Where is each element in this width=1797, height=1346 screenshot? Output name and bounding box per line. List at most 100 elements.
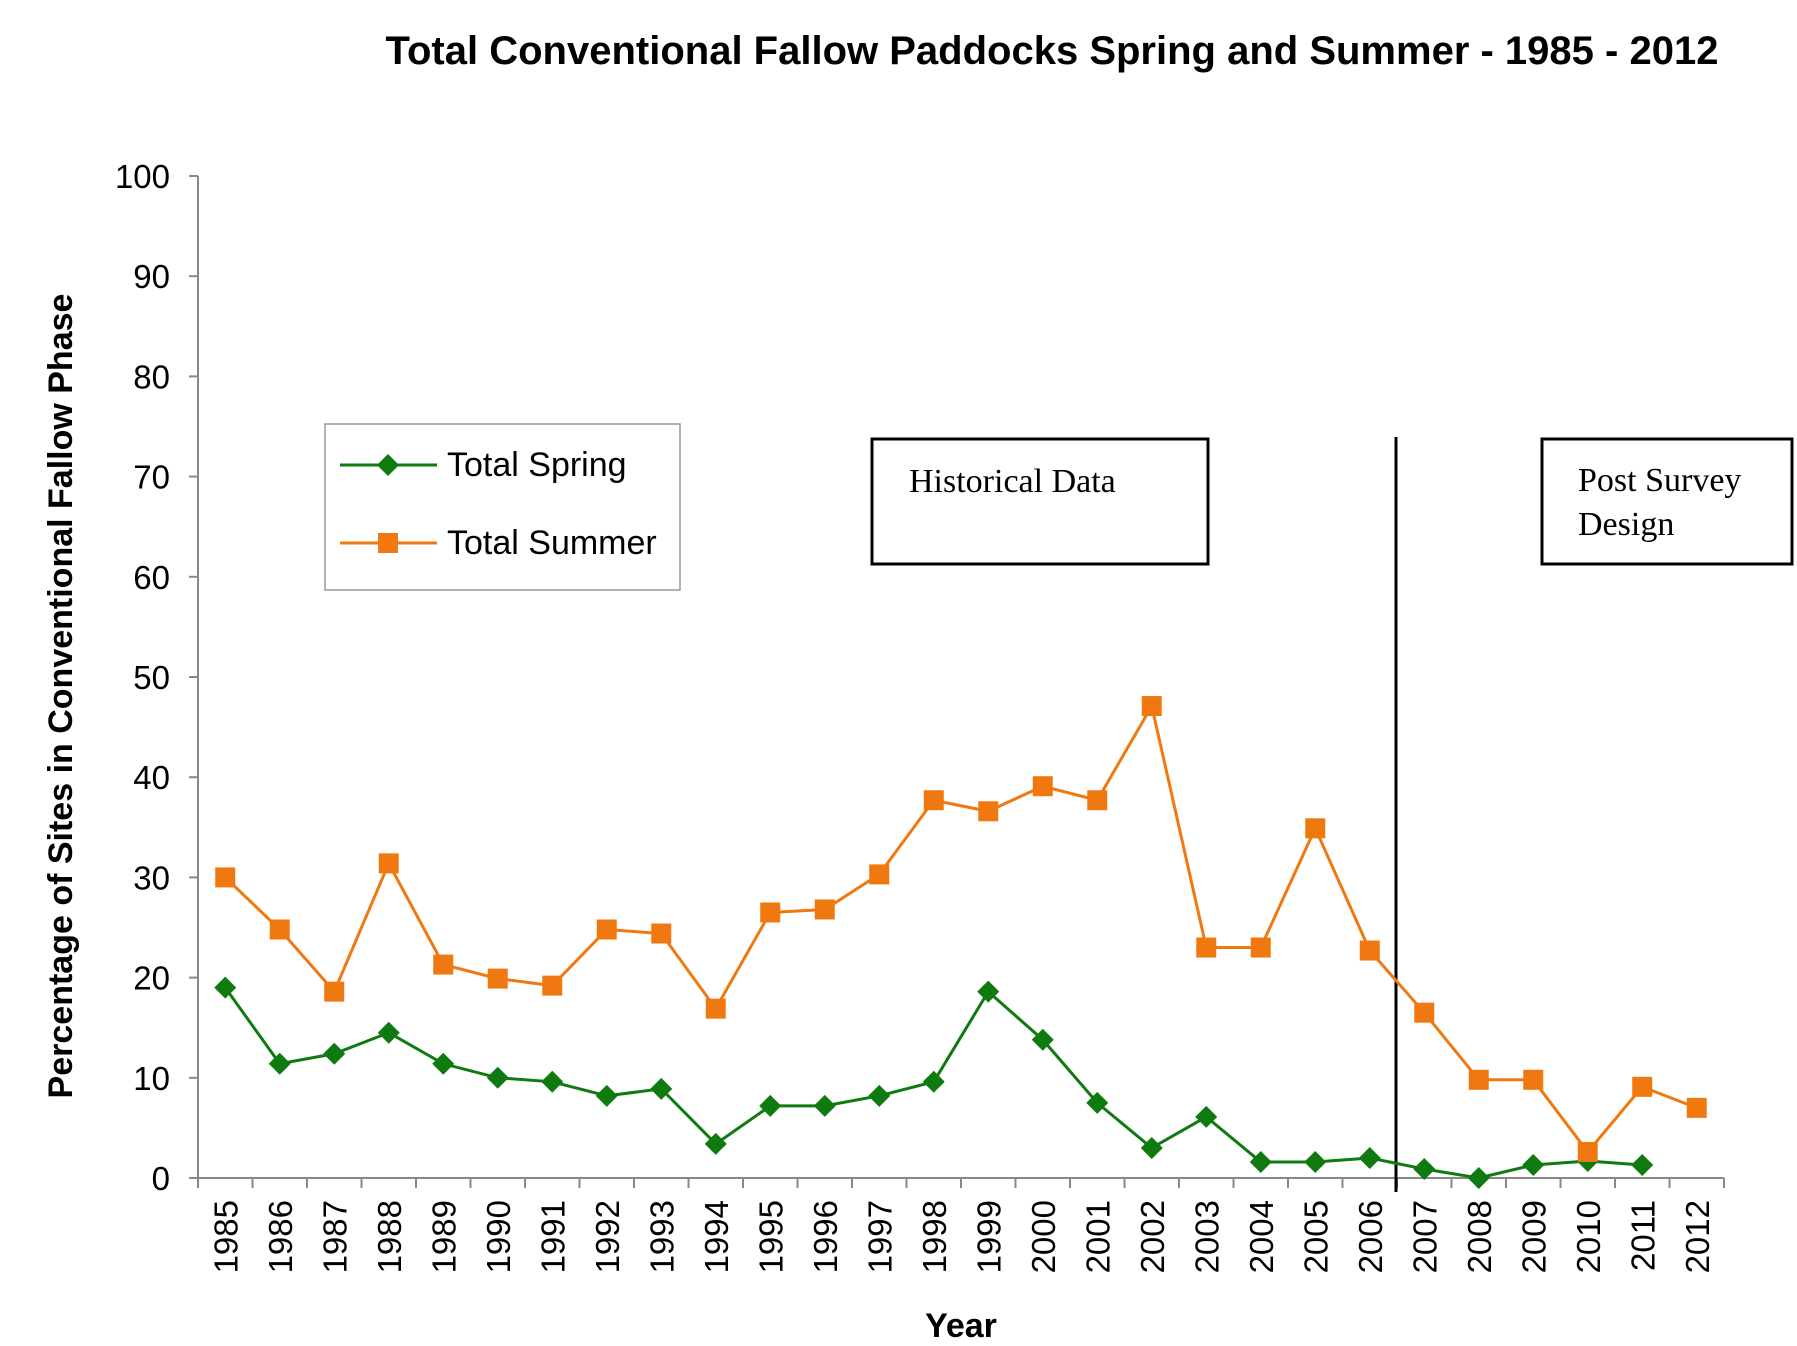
x-tick-label: 1996 xyxy=(807,1200,844,1273)
x-tick-label: 1993 xyxy=(643,1200,680,1273)
data-point xyxy=(433,954,454,975)
data-point xyxy=(704,1132,727,1155)
x-tick-label: 1992 xyxy=(589,1200,626,1273)
y-tick-label: 20 xyxy=(133,960,170,997)
x-tick-label: 2010 xyxy=(1570,1200,1607,1273)
y-tick-label: 0 xyxy=(152,1160,170,1197)
data-point xyxy=(1414,1002,1435,1023)
x-tick-label: 1986 xyxy=(262,1200,299,1273)
y-tick-label: 40 xyxy=(133,759,170,796)
x-tick-label: 1999 xyxy=(970,1200,1007,1273)
x-tick-label: 1998 xyxy=(916,1200,953,1273)
data-point xyxy=(814,899,835,920)
data-point xyxy=(1577,1141,1598,1162)
x-tick-label: 1995 xyxy=(752,1200,789,1273)
data-point xyxy=(978,801,999,822)
data-point xyxy=(215,867,236,888)
data-point xyxy=(268,1052,291,1075)
x-tick-label: 2005 xyxy=(1297,1200,1334,1273)
data-point xyxy=(1304,1150,1327,1173)
data-point xyxy=(922,1070,945,1093)
y-tick-label: 60 xyxy=(133,559,170,596)
x-tick-label: 2012 xyxy=(1679,1200,1716,1273)
x-tick-label: 1989 xyxy=(425,1200,462,1273)
y-ticks: 0 10 20 30 40 50 60 70 80 90 100 xyxy=(115,158,198,1197)
post-survey-label-line2: Design xyxy=(1578,506,1674,543)
data-point xyxy=(813,1094,836,1117)
data-point xyxy=(269,919,290,940)
series-line xyxy=(224,701,1698,1155)
legend-summer-label: Total Summer xyxy=(447,524,657,562)
data-point xyxy=(1522,1153,1545,1176)
legend-box xyxy=(324,423,681,591)
x-tick-label: 2003 xyxy=(1188,1200,1225,1273)
data-point xyxy=(868,1084,891,1107)
data-point xyxy=(214,976,237,999)
x-tick-label: 1997 xyxy=(861,1200,898,1273)
data-point xyxy=(1631,1153,1654,1176)
data-point xyxy=(1468,1069,1489,1090)
historical-data-label: Historical Data xyxy=(909,463,1116,500)
x-tick-label: 2001 xyxy=(1079,1200,1116,1273)
y-axis-title: Percentage of Sites in Conventional Fall… xyxy=(42,294,80,1099)
data-point xyxy=(1249,1150,1272,1173)
data-point xyxy=(1087,790,1108,811)
data-point xyxy=(541,1070,564,1093)
data-point xyxy=(1686,1097,1707,1118)
data-point xyxy=(1032,776,1053,797)
data-point xyxy=(1141,696,1162,717)
data-point xyxy=(432,1052,455,1075)
legend-item-spring: Total Spring xyxy=(340,446,627,484)
data-point xyxy=(1413,1157,1436,1180)
x-tick-label: 1985 xyxy=(207,1200,244,1273)
x-tick-label: 1991 xyxy=(534,1200,571,1273)
legend-spring-marker xyxy=(377,454,399,476)
x-tick-label: 1987 xyxy=(316,1200,353,1273)
y-tick-label: 100 xyxy=(115,158,170,195)
x-tick-label: 2007 xyxy=(1406,1200,1443,1273)
data-point xyxy=(377,1021,400,1044)
data-point xyxy=(923,790,944,811)
data-point xyxy=(324,981,345,1002)
x-tick-label: 1988 xyxy=(371,1200,408,1273)
data-point xyxy=(977,980,1000,1003)
series-total-summer xyxy=(215,696,1707,1162)
data-point xyxy=(650,1077,673,1100)
x-tick-label: 2006 xyxy=(1352,1200,1389,1273)
legend: Total Spring Total Summer xyxy=(324,423,681,591)
data-point xyxy=(486,1066,509,1089)
data-point xyxy=(596,919,617,940)
x-ticks: 1985 1986 1987 1988 1989 1990 1991 1992 1993 1994… xyxy=(197,1178,1725,1273)
series-layer xyxy=(214,696,1707,1189)
data-point xyxy=(323,1042,346,1065)
post-survey-label-line1: Post Survey xyxy=(1578,462,1741,499)
data-point xyxy=(542,975,563,996)
data-point xyxy=(1195,1105,1218,1128)
historical-data-annotation: Historical Data xyxy=(870,437,1210,566)
y-tick-label: 50 xyxy=(133,659,170,696)
data-point xyxy=(759,1094,782,1117)
data-point xyxy=(1467,1167,1490,1189)
data-point xyxy=(651,923,672,944)
x-tick-label: 2011 xyxy=(1624,1200,1661,1271)
legend-spring-label: Total Spring xyxy=(447,446,627,484)
x-tick-label: 2002 xyxy=(1134,1200,1171,1273)
legend-item-summer: Total Summer xyxy=(340,524,657,562)
data-point xyxy=(1359,940,1380,961)
data-point xyxy=(487,968,508,989)
x-axis-title: Year xyxy=(925,1307,997,1345)
historical-data-box xyxy=(870,437,1210,566)
data-point xyxy=(705,998,726,1019)
data-point xyxy=(595,1084,618,1107)
x-tick-label: 2009 xyxy=(1515,1200,1552,1273)
data-point xyxy=(1632,1076,1653,1097)
x-tick-label: 2000 xyxy=(1025,1200,1062,1273)
post-survey-annotation: Post Survey Design xyxy=(1540,437,1794,566)
x-tick-label: 2004 xyxy=(1243,1200,1280,1273)
data-point xyxy=(1523,1069,1544,1090)
data-point xyxy=(1305,818,1326,839)
legend-summer-marker xyxy=(378,533,398,553)
data-point xyxy=(1196,937,1217,958)
data-point xyxy=(1031,1028,1054,1051)
